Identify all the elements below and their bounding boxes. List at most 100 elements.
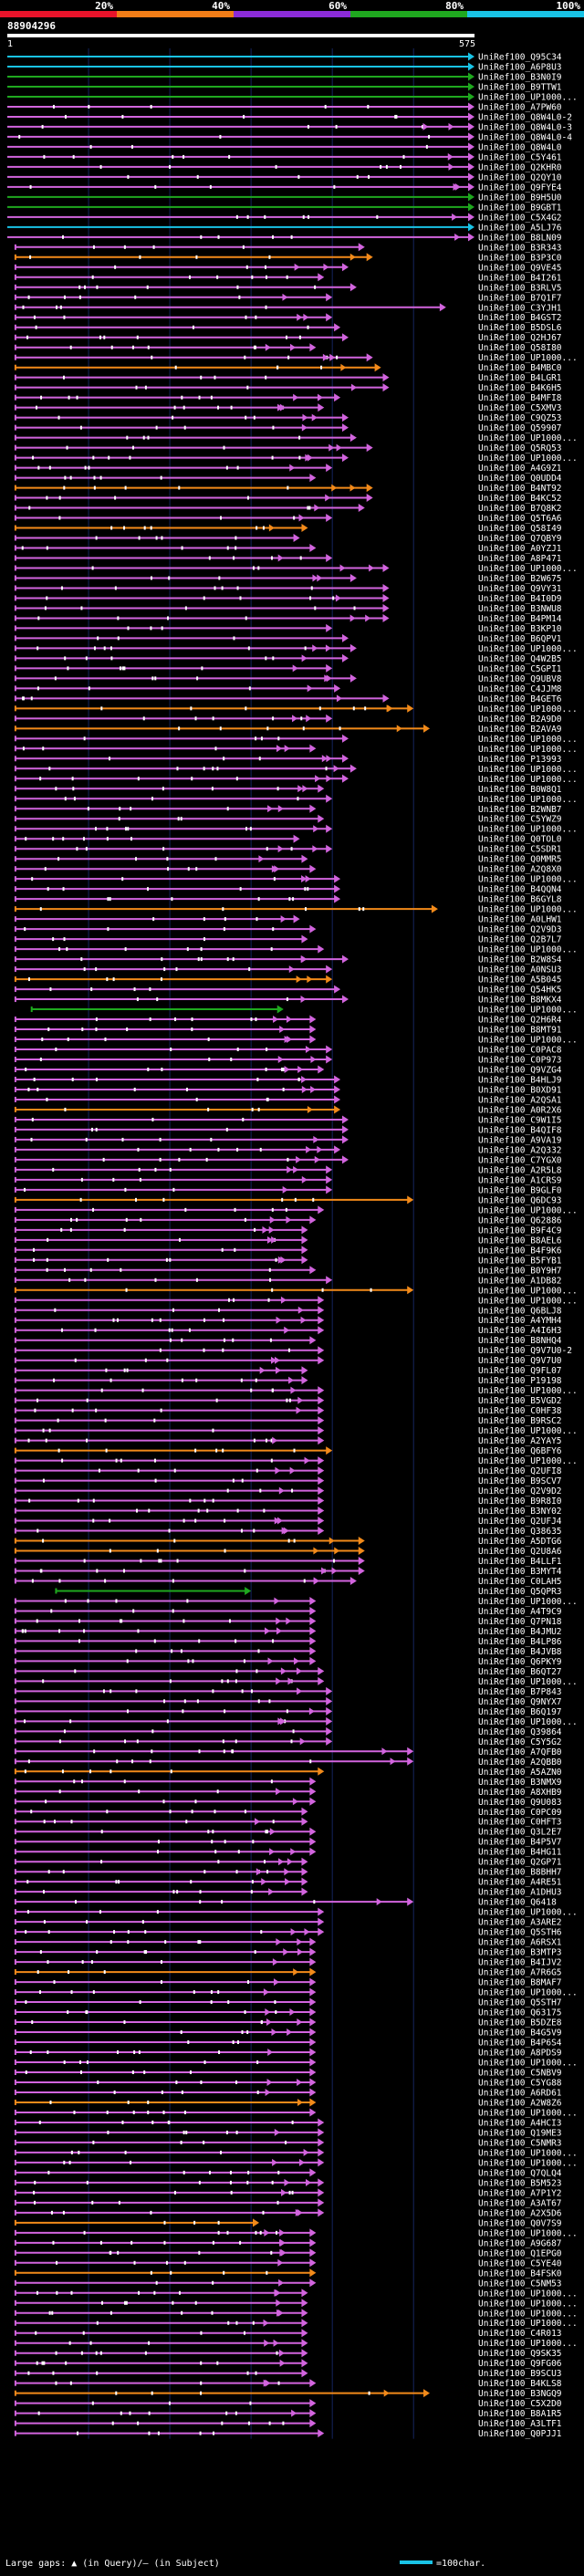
hit-row[interactable]: UniRef100_UP1000... xyxy=(14,643,578,654)
hit-label[interactable]: UniRef100_B4IJV2 xyxy=(478,1958,562,1968)
hit-label[interactable]: UniRef100_C5Y5G2 xyxy=(478,1737,562,1747)
hit-label[interactable]: UniRef100_UP1000... xyxy=(478,745,578,755)
hit-label[interactable]: UniRef100_A2R5L8 xyxy=(478,1165,562,1175)
hit-row[interactable]: UniRef100_UP1000... xyxy=(14,774,578,785)
hit-label[interactable]: UniRef100_A9G687 xyxy=(478,2238,562,2248)
hit-label[interactable]: UniRef100_B4QQN4 xyxy=(478,885,562,895)
hit-row[interactable]: UniRef100_A2X5D6 xyxy=(14,2208,562,2218)
hit-row[interactable]: UniRef100_Q7QBY9 xyxy=(14,534,562,544)
hit-row[interactable]: UniRef100_UP1000... xyxy=(14,904,578,915)
hit-label[interactable]: UniRef100_UP1000... xyxy=(478,2158,578,2168)
hit-label[interactable]: UniRef100_C4JJM8 xyxy=(478,684,562,694)
hit-label[interactable]: UniRef100_B9R8I0 xyxy=(478,1497,562,1507)
hit-row[interactable]: UniRef100_B2AVA9 xyxy=(14,724,562,735)
hit-label[interactable]: UniRef100_A7QFB0 xyxy=(478,1747,562,1757)
hit-label[interactable]: UniRef100_Q9SK35 xyxy=(478,2349,562,2359)
hit-label[interactable]: UniRef100_B9SCV7 xyxy=(478,1476,562,1486)
hit-row[interactable]: UniRef100_A1CRS9 xyxy=(14,1175,562,1185)
hit-row[interactable]: UniRef100_Q0TOL0 xyxy=(14,834,562,845)
hit-row[interactable]: UniRef100_C5NM53 xyxy=(14,2279,562,2289)
hit-label[interactable]: UniRef100_A4T9C9 xyxy=(478,1607,562,1617)
hit-row[interactable]: UniRef100_UP1000... xyxy=(14,2058,578,2069)
hit-label[interactable]: UniRef100_Q8W4L0-2 xyxy=(478,112,572,122)
hit-label[interactable]: UniRef100_Q0UDD4 xyxy=(478,474,562,484)
hit-label[interactable]: UniRef100_P13993 xyxy=(478,755,562,765)
hit-row[interactable]: UniRef100_A5DTG6 xyxy=(14,1537,562,1547)
hit-label[interactable]: UniRef100_A3LTF1 xyxy=(478,2419,562,2429)
hit-label[interactable]: UniRef100_B3NGQ9 xyxy=(478,2389,562,2399)
hit-label[interactable]: UniRef100_Q2V9D3 xyxy=(478,925,562,935)
hit-label[interactable]: UniRef100_Q58I49 xyxy=(478,524,562,534)
hit-row[interactable]: UniRef100_Q5STH7 xyxy=(14,1997,562,2008)
hit-label[interactable]: UniRef100_A2QSA1 xyxy=(478,1095,562,1105)
hit-row[interactable]: UniRef100_A4T9C9 xyxy=(14,1606,562,1617)
hit-label[interactable]: UniRef100_B8MT91 xyxy=(478,1026,562,1036)
hit-label[interactable]: UniRef100_Q58I80 xyxy=(478,343,562,353)
hit-label[interactable]: UniRef100_A2YAY5 xyxy=(478,1436,562,1446)
hit-label[interactable]: UniRef100_B4LGR1 xyxy=(478,373,562,383)
hit-row[interactable]: UniRef100_C5XMV3 xyxy=(14,403,562,413)
hit-label[interactable]: UniRef100_Q7QBY9 xyxy=(478,534,562,544)
hit-row[interactable]: UniRef100_A2YAY5 xyxy=(14,1436,562,1446)
hit-row[interactable]: UniRef100_UP1000... xyxy=(14,1907,578,1918)
hit-row[interactable]: UniRef100_A6RD61 xyxy=(14,2088,562,2098)
hit-label[interactable]: UniRef100_UP1000... xyxy=(478,1386,578,1396)
hit-label[interactable]: UniRef100_UP1000... xyxy=(478,644,578,654)
hit-row[interactable]: UniRef100_A3AT67 xyxy=(14,2198,562,2208)
hit-label[interactable]: UniRef100_B2A9D0 xyxy=(478,714,562,725)
hit-row[interactable]: UniRef100_C0HFT3 xyxy=(14,1817,562,1828)
hit-label[interactable]: UniRef100_Q5RQ53 xyxy=(478,443,562,454)
hit-row[interactable]: UniRef100_B4K6H5 xyxy=(14,383,562,393)
hit-row[interactable]: UniRef100_B3NY02 xyxy=(14,1507,562,1517)
hit-label[interactable]: UniRef100_C7YGX0 xyxy=(478,1155,562,1165)
hit-row[interactable]: UniRef100_Q2GP71 xyxy=(14,1857,562,1868)
hit-label[interactable]: UniRef100_B3NY02 xyxy=(478,1507,562,1517)
hit-row[interactable]: UniRef100_B2WNB7 xyxy=(14,804,562,815)
hit-row[interactable]: UniRef100_Q58I80 xyxy=(14,343,562,353)
hit-label[interactable]: UniRef100_UP1000... xyxy=(478,1426,578,1436)
hit-row[interactable]: UniRef100_B9SCV7 xyxy=(14,1476,562,1486)
hit-label[interactable]: UniRef100_B4MBC0 xyxy=(478,363,562,373)
hit-row[interactable]: UniRef100_UP1000... xyxy=(14,2289,578,2299)
hit-row[interactable]: UniRef100_Q9VZG4 xyxy=(14,1065,562,1075)
hit-row[interactable]: UniRef100_UP1000... xyxy=(14,2309,578,2319)
hit-label[interactable]: UniRef100_B0XD91 xyxy=(478,1085,562,1095)
hit-label[interactable]: UniRef100_UP1000... xyxy=(478,735,578,745)
hit-row[interactable]: UniRef100_B5M523 xyxy=(14,2178,562,2188)
hit-label[interactable]: UniRef100_Q2HJ67 xyxy=(478,333,562,343)
hit-row[interactable]: UniRef100_B4NT92 xyxy=(14,484,562,494)
hit-row[interactable]: UniRef100_UP1000... xyxy=(14,734,578,745)
hit-label[interactable]: UniRef100_B4I261 xyxy=(478,273,562,283)
hit-row[interactable]: UniRef100_A8XHB9 xyxy=(14,1787,562,1798)
hit-label[interactable]: UniRef100_B9SCU3 xyxy=(478,2369,562,2379)
hit-row[interactable]: UniRef100_B3NWU8 xyxy=(14,603,562,614)
hit-row[interactable]: UniRef100_B8MT91 xyxy=(14,1025,562,1036)
hit-label[interactable]: UniRef100_B9H5U0 xyxy=(478,193,562,203)
hit-row[interactable]: UniRef100_Q2UFJ4 xyxy=(14,1517,562,1527)
hit-label[interactable]: UniRef100_A4G9Z1 xyxy=(478,464,562,474)
hit-row[interactable]: UniRef100_B8A1R5 xyxy=(14,2409,562,2419)
hit-row[interactable]: UniRef100_A5AZN0 xyxy=(14,1767,562,1778)
hit-row[interactable]: UniRef100_B9SCU3 xyxy=(14,2369,562,2379)
hit-label[interactable]: UniRef100_Q2U8A6 xyxy=(478,1547,562,1557)
hit-label[interactable]: UniRef100_B5DSL6 xyxy=(478,323,562,333)
hit-row[interactable]: UniRef100_P13993 xyxy=(14,754,562,765)
hit-label[interactable]: UniRef100_P19198 xyxy=(478,1376,562,1386)
hit-label[interactable]: UniRef100_B3N0I9 xyxy=(478,72,562,82)
hit-label[interactable]: UniRef100_B8A1R5 xyxy=(478,2409,562,2419)
hit-label[interactable]: UniRef100_B0Y9H7 xyxy=(478,1266,562,1276)
hit-row[interactable]: UniRef100_A1DB82 xyxy=(14,1276,562,1286)
hit-label[interactable]: UniRef100_Q4W2B5 xyxy=(478,654,562,664)
hit-row[interactable]: UniRef100_B4LGR1 xyxy=(14,373,562,383)
hit-row[interactable]: UniRef100_UP1000... xyxy=(14,2319,578,2329)
hit-row[interactable]: UniRef100_UP1000... xyxy=(14,824,578,835)
hit-label[interactable]: UniRef100_C0PC09 xyxy=(478,1808,562,1818)
hit-row[interactable]: UniRef100_UP1000... xyxy=(30,1005,578,1016)
hit-row[interactable]: UniRef100_C5Y461 xyxy=(7,152,562,162)
hit-row[interactable]: UniRef100_B4PM14 xyxy=(14,613,562,624)
hit-row[interactable]: UniRef100_A0NSU3 xyxy=(14,965,562,975)
hit-row[interactable]: UniRef100_B5DZE8 xyxy=(14,2018,562,2028)
hit-label[interactable]: UniRef100_UP1000... xyxy=(478,2059,578,2069)
hit-row[interactable]: UniRef100_A2QBB0 xyxy=(14,1757,562,1768)
hit-label[interactable]: UniRef100_B9F4C9 xyxy=(478,1225,562,1236)
